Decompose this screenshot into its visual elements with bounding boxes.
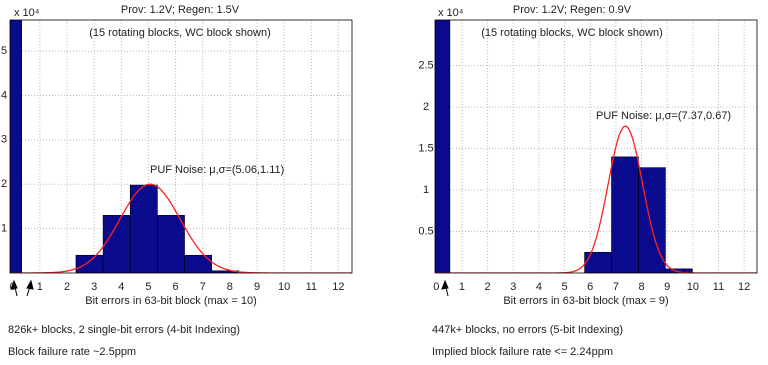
- x-tick-label: 11: [713, 281, 724, 293]
- y-tick-label: 5: [1, 45, 7, 57]
- x-tick-label: 2: [64, 281, 70, 293]
- x-tick-label: 3: [91, 281, 97, 293]
- x-tick-label: 11: [306, 281, 317, 293]
- x-tick-label: 3: [510, 281, 516, 293]
- x-tick-label: 9: [254, 281, 260, 293]
- y-tick-label: 1: [1, 223, 7, 235]
- x-tick-label: 12: [332, 281, 344, 293]
- x-tick-label: 1: [459, 281, 465, 293]
- plot-area: [435, 20, 757, 273]
- y-multiplier: x 10⁴: [438, 7, 464, 19]
- x-tick-label: 7: [200, 281, 206, 293]
- note: Implied block failure rate <= 2.24ppm: [432, 346, 613, 358]
- histogram-bar: [584, 251, 612, 273]
- y-tick-label: 4: [1, 89, 7, 101]
- y-tick-label: 2: [423, 101, 429, 113]
- chart-subtitle: (15 rotating blocks, WC block shown): [481, 27, 663, 39]
- annotation: PUF Noise: μ,σ=(7.37,0.67): [596, 110, 731, 122]
- x-tick-label: 0: [10, 281, 16, 293]
- x-tick-label: 8: [227, 281, 233, 293]
- arrows: [10, 279, 449, 297]
- y-tick-label: 1: [423, 184, 429, 196]
- note: 826k+ blocks, 2 single-bit errors (4-bit…: [8, 324, 240, 336]
- histogram-bar: [75, 254, 104, 273]
- note: 447k+ blocks, no errors (5-bit Indexing): [432, 324, 623, 336]
- axes-frame: [434, 19, 758, 274]
- x-tick-label: 10: [278, 281, 290, 293]
- x-tick-label: 10: [687, 281, 699, 293]
- chart-title: Prov: 1.2V; Regen: 0.9V: [513, 4, 632, 16]
- x-tick-label: 4: [118, 281, 124, 293]
- chart-title: Prov: 1.2V; Regen: 1.5V: [121, 4, 240, 16]
- fit-curve: [10, 183, 352, 273]
- x-tick-label: 6: [587, 281, 593, 293]
- histogram-bar: [129, 184, 158, 273]
- x-tick-label: 5: [562, 281, 568, 293]
- x-tick-label: 4: [536, 281, 542, 293]
- fit-curve: [435, 125, 757, 273]
- x-tick-label: 7: [613, 281, 619, 293]
- y-tick-label: 3: [1, 134, 7, 146]
- x-tick-label: 9: [664, 281, 670, 293]
- plot-area: [10, 20, 352, 273]
- x-tick-label: 12: [738, 281, 750, 293]
- x-tick-label: 6: [173, 281, 179, 293]
- note: Block failure rate ~2.5ppm: [8, 346, 136, 358]
- y-multiplier: x 10⁴: [14, 7, 40, 19]
- y-tick-label: 1.5: [418, 142, 433, 154]
- x-axis-label: Bit errors in 63-bit block (max = 10): [85, 295, 256, 307]
- y-tick-label: 2: [1, 178, 7, 190]
- x-tick-label: 0: [433, 281, 439, 293]
- x-tick-label: 1: [37, 281, 43, 293]
- histogram-bar: [611, 156, 639, 273]
- chart-subtitle: (15 rotating blocks, WC block shown): [89, 27, 271, 39]
- axes-frame: [9, 19, 353, 274]
- x-tick-label: 5: [145, 281, 151, 293]
- x-tick-label: 2: [485, 281, 491, 293]
- annotation: PUF Noise: μ,σ=(5.06,1.11): [150, 164, 284, 176]
- x-axis-label: Bit errors in 63-bit block (max = 9): [503, 295, 668, 307]
- y-tick-label: 0.5: [418, 225, 433, 237]
- x-tick-label: 8: [638, 281, 644, 293]
- y-tick-label: 2.5: [418, 60, 433, 72]
- histogram-bar: [184, 254, 212, 273]
- histogram-bar: [10, 20, 22, 273]
- histogram-bar: [435, 20, 451, 273]
- histogram-bar: [157, 214, 185, 273]
